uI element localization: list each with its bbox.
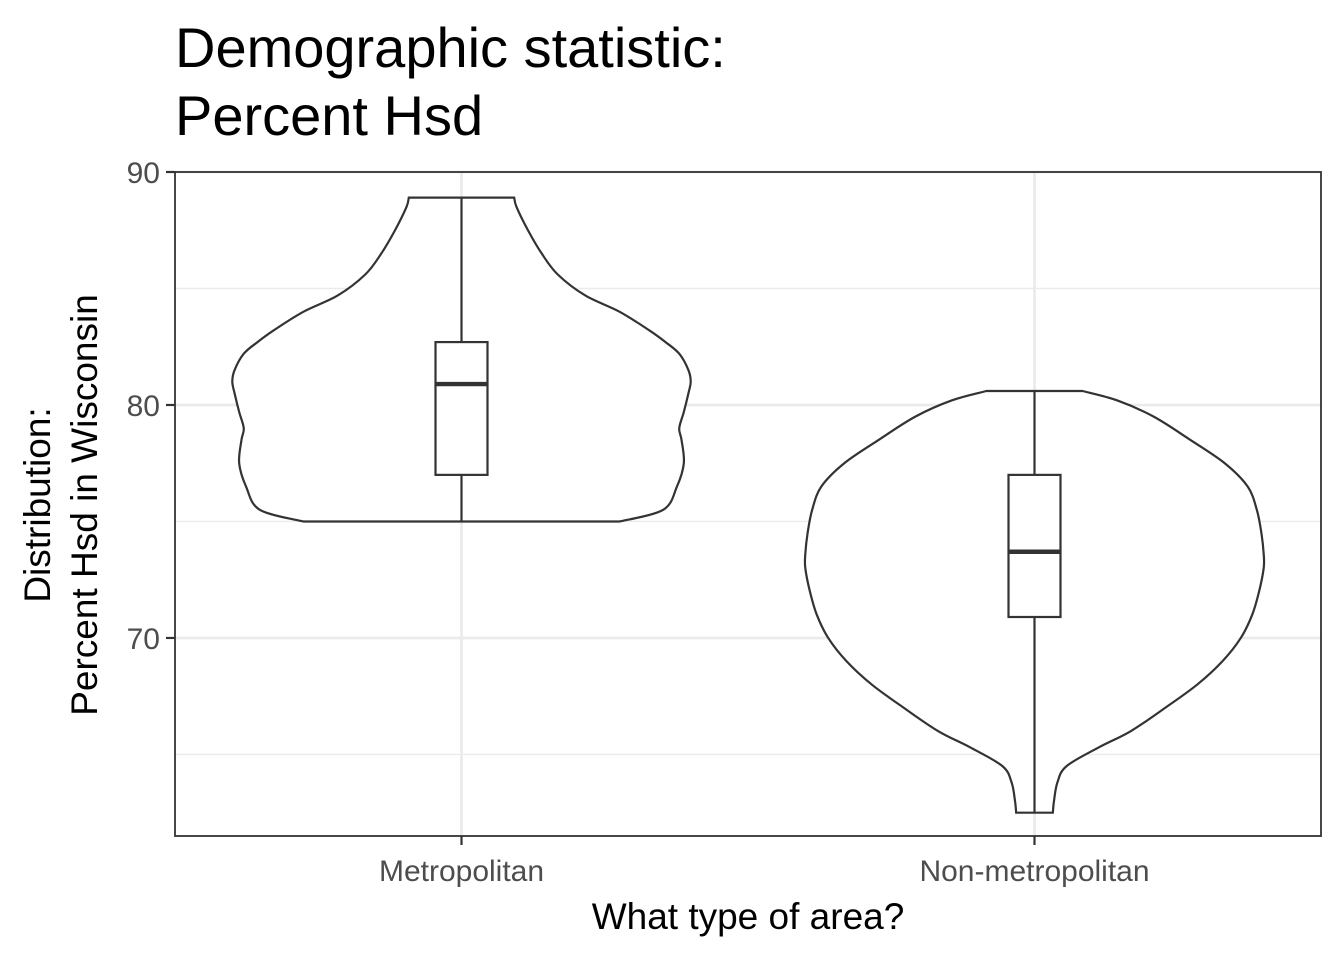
- x-axis-title: What type of area?: [592, 896, 905, 937]
- chart-title-line-1: Demographic statistic:: [175, 16, 726, 79]
- box-1: [1007, 473, 1062, 619]
- y-tick-label-70: 70: [127, 623, 160, 656]
- x-tick-label-1: Non-metropolitan: [919, 855, 1149, 888]
- y-tick-label-80: 80: [127, 390, 160, 423]
- box-0: [434, 340, 489, 476]
- chart-title-line-2: Percent Hsd: [175, 84, 483, 147]
- x-tick-label-0: Metropolitan: [379, 855, 544, 888]
- y-axis-title-line-2: Percent Hsd in Wisconsin: [64, 294, 105, 716]
- violin-layer: [231, 196, 1266, 814]
- y-tick-label-90: 90: [127, 157, 160, 190]
- y-axis-title-line-1: Distribution:: [17, 407, 58, 602]
- plot-panel-border: [174, 171, 1322, 837]
- axes: 70 80 90 Metropolitan Non-metropolitan: [127, 157, 1150, 888]
